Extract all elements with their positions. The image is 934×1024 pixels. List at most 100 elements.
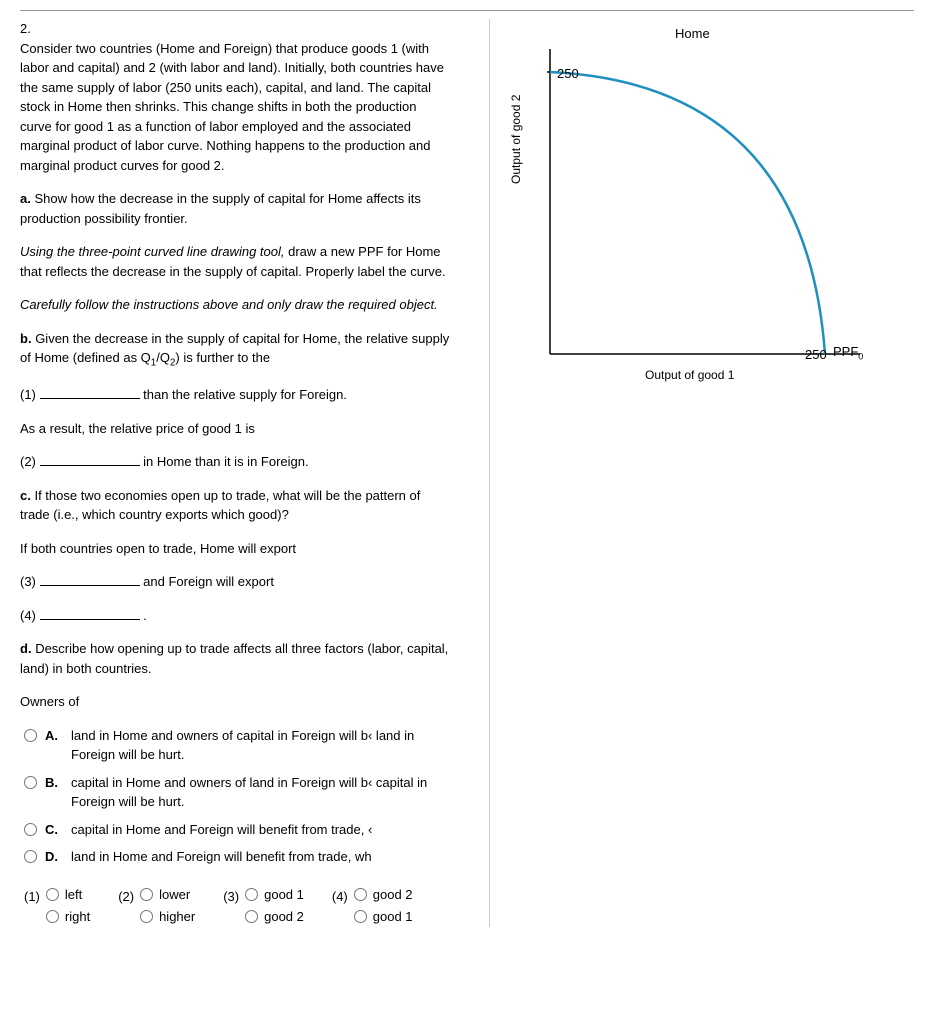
part-a-instruction-1: Using the three-point curved line drawin… [20,242,450,281]
g3-opt-b[interactable]: good 2 [245,907,304,927]
ppf-curve [550,72,825,354]
blank-1-line: (1) than the relative supply for Foreign… [20,385,450,405]
part-d-label: d. [20,641,32,656]
option-a-text: land in Home and owners of capital in Fo… [71,726,450,765]
bottom-choices: (1) left right (2) lower higher [20,885,450,927]
y-tick-250: 250 [557,64,579,84]
g2-b-text: higher [159,907,195,927]
choice-group-1: (1) left right [24,885,90,927]
option-a-letter: A. [45,726,63,746]
blank-1[interactable] [40,388,140,400]
ppf-curve-label: PPF0 [833,342,863,364]
option-d-radio[interactable] [24,850,37,863]
ppf-chart[interactable]: Home Output of good 2 250 250 PPF0 Outpu… [505,24,875,394]
g3-radio-b[interactable] [245,910,258,923]
ppf-label-sub: 0 [858,351,863,361]
g4-opt-a[interactable]: good 2 [354,885,413,905]
g2-opt-b[interactable]: higher [140,907,195,927]
blank-4[interactable] [40,608,140,620]
blank4-num: (4) [20,608,36,623]
part-a: a. Show how the decrease in the supply o… [20,189,450,228]
part-a-label: a. [20,191,31,206]
g2-a-text: lower [159,885,190,905]
blank-2[interactable] [40,455,140,467]
g1-radio-b[interactable] [46,910,59,923]
chart-title: Home [675,24,710,44]
option-b-row[interactable]: B. capital in Home and owners of land in… [20,773,450,812]
option-a-radio[interactable] [24,729,37,742]
blank2-num: (2) [20,454,36,469]
choice-group-2: (2) lower higher [118,885,195,927]
x-axis-label: Output of good 1 [645,366,734,384]
blank-4-line: (4) . [20,606,450,626]
blank4-tail: . [143,608,147,623]
intro-text: Consider two countries (Home and Foreign… [20,39,450,176]
g1-b-text: right [65,907,90,927]
g4-b-text: good 1 [373,907,413,927]
g3-a-text: good 1 [264,885,304,905]
option-c-letter: C. [45,820,63,840]
blank1-tail: than the relative supply for Foreign. [143,387,347,402]
option-b-radio[interactable] [24,776,37,789]
x-tick-250: 250 [805,345,827,365]
part-d: d. Describe how opening up to trade affe… [20,639,450,678]
part-a-text: Show how the decrease in the supply of c… [20,191,421,226]
part-b-mid: /Q [156,350,170,365]
g4-radio-b[interactable] [354,910,367,923]
part-c-text: If those two economies open up to trade,… [20,488,420,523]
right-column: Home Output of good 2 250 250 PPF0 Outpu… [505,19,914,927]
part-b-post: ) is further to the [175,350,270,365]
choice-group-3: (3) good 1 good 2 [223,885,304,927]
part-c-label: c. [20,488,31,503]
g2-num: (2) [118,887,134,907]
part-b: b. Given the decrease in the supply of c… [20,329,450,372]
option-c-text: capital in Home and Foreign will benefit… [71,820,450,840]
option-b-text: capital in Home and owners of land in Fo… [71,773,450,812]
g2-opt-a[interactable]: lower [140,885,195,905]
g3-opt-a[interactable]: good 1 [245,885,304,905]
g4-opt-b[interactable]: good 1 [354,907,413,927]
g1-a-text: left [65,885,82,905]
option-c-row[interactable]: C. capital in Home and Foreign will bene… [20,820,450,840]
blank-3[interactable] [40,575,140,587]
option-c-radio[interactable] [24,823,37,836]
part-a-instruction-2: Carefully follow the instructions above … [20,295,450,315]
left-column: 2. Consider two countries (Home and Fore… [20,19,490,927]
g2-radio-a[interactable] [140,888,153,901]
part-c-lead: If both countries open to trade, Home wi… [20,539,450,559]
g1-num: (1) [24,887,40,907]
ppf-label-pre: PPF [833,344,858,359]
g2-radio-b[interactable] [140,910,153,923]
option-a-row[interactable]: A. land in Home and owners of capital in… [20,726,450,765]
g3-num: (3) [223,887,239,907]
blank1-num: (1) [20,387,36,402]
question-number: 2. [20,19,48,39]
part-d-text: Describe how opening up to trade affects… [20,641,448,676]
question-container: 2. Consider two countries (Home and Fore… [20,10,914,927]
option-d-letter: D. [45,847,63,867]
g4-a-text: good 2 [373,885,413,905]
g1-opt-a[interactable]: left [46,885,90,905]
blank3-num: (3) [20,574,36,589]
part-c: c. If those two economies open up to tra… [20,486,450,525]
option-d-row[interactable]: D. land in Home and Foreign will benefit… [20,847,450,867]
g3-radio-a[interactable] [245,888,258,901]
y-axis-label: Output of good 2 [507,95,525,184]
blank2-tail: in Home than it is in Foreign. [143,454,308,469]
instr1-pre: Using the three-point curved line drawin… [20,244,284,259]
g1-radio-a[interactable] [46,888,59,901]
part-b-label: b. [20,331,32,346]
g4-radio-a[interactable] [354,888,367,901]
g3-b-text: good 2 [264,907,304,927]
blank-2-line: (2) in Home than it is in Foreign. [20,452,450,472]
question-body: Consider two countries (Home and Foreign… [20,39,450,927]
rel-price-line: As a result, the relative price of good … [20,419,450,439]
choice-group-4: (4) good 2 good 1 [332,885,413,927]
owners-lead: Owners of [20,692,450,712]
g1-opt-b[interactable]: right [46,907,90,927]
g4-num: (4) [332,887,348,907]
option-b-letter: B. [45,773,63,793]
blank-3-line: (3) and Foreign will export [20,572,450,592]
option-d-text: land in Home and Foreign will benefit fr… [71,847,450,867]
blank3-tail: and Foreign will export [143,574,274,589]
